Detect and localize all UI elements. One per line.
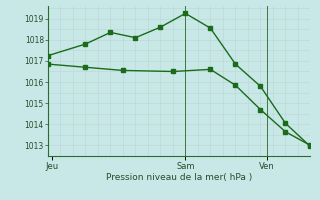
X-axis label: Pression niveau de la mer( hPa ): Pression niveau de la mer( hPa ) [106,173,252,182]
